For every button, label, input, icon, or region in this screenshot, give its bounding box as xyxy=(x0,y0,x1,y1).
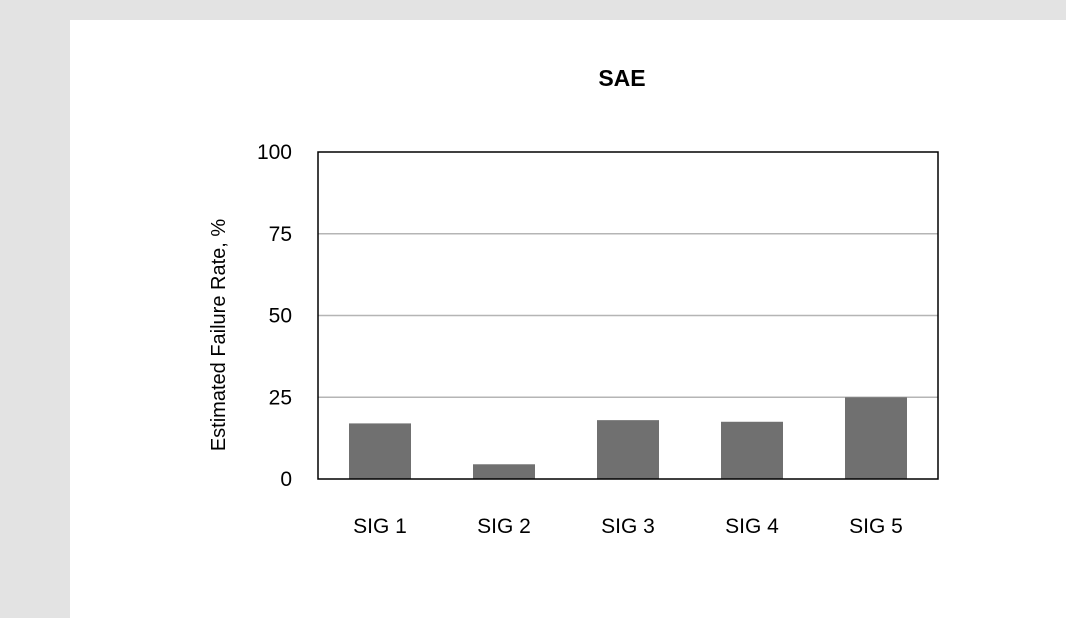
plot-frame xyxy=(317,151,939,480)
x-tick-labels: SIG 1 SIG 2 SIG 3 SIG 4 SIG 5 xyxy=(353,515,903,538)
bar-sig-5 xyxy=(845,397,907,479)
y-tick-label: 50 xyxy=(269,305,292,328)
x-tick-label: SIG 3 xyxy=(601,515,655,538)
x-tick-label: SIG 4 xyxy=(725,515,779,538)
bar-sig-3 xyxy=(597,420,659,479)
y-tick-label: 25 xyxy=(269,386,292,409)
chart-title: SAE xyxy=(598,65,645,91)
gridlines xyxy=(318,233,938,398)
y-axis-label: Estimated Failure Rate, % xyxy=(208,219,230,452)
y-tick-label: 0 xyxy=(280,468,292,491)
y-tick-label: 75 xyxy=(269,223,292,246)
bar-sig-2 xyxy=(473,464,535,479)
x-tick-label: SIG 5 xyxy=(849,515,903,538)
x-tick-label: SIG 2 xyxy=(477,515,531,538)
y-tick-labels: 0 25 50 75 100 xyxy=(257,141,292,491)
bar-sig-1 xyxy=(349,423,411,479)
x-tick-label: SIG 1 xyxy=(353,515,407,538)
bar-chart: SAE Estimated Failure Rate, % 0 25 50 75 100… xyxy=(208,65,939,538)
y-tick-label: 100 xyxy=(257,141,292,164)
bars xyxy=(349,397,907,479)
chart-panel: SAE Estimated Failure Rate, % 0 25 50 75 100… xyxy=(70,20,1066,618)
bar-sig-4 xyxy=(721,421,783,479)
